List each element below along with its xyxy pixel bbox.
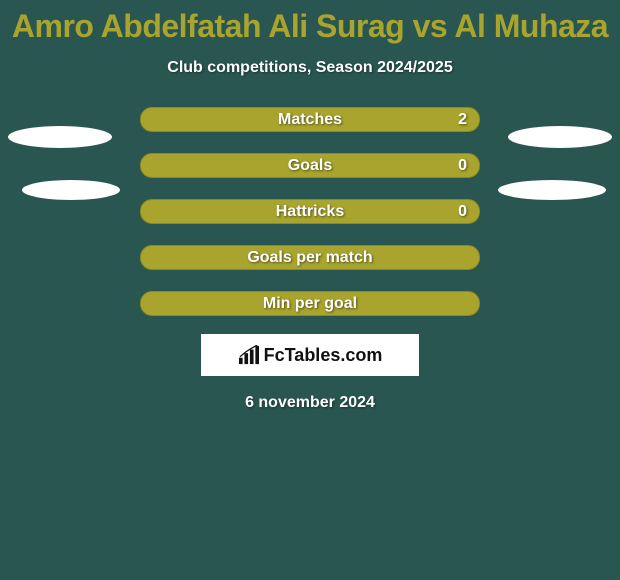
- stat-bar-goals: Goals 0: [140, 153, 480, 178]
- stat-label: Goals: [288, 157, 332, 175]
- brand-text: FcTables.com: [264, 345, 383, 366]
- stat-label: Goals per match: [247, 249, 372, 267]
- stat-value: 2: [458, 111, 467, 129]
- stat-label: Matches: [278, 111, 342, 129]
- stat-bar-hattricks: Hattricks 0: [140, 199, 480, 224]
- stat-bar-matches: Matches 2: [140, 107, 480, 132]
- subtitle: Club competitions, Season 2024/2025: [0, 59, 620, 77]
- stat-value: 0: [458, 157, 467, 175]
- bars-icon: [238, 345, 260, 365]
- page-title: Amro Abdelfatah Ali Surag vs Al Muhaza: [0, 0, 620, 45]
- stat-bar-min-per-goal: Min per goal: [140, 291, 480, 316]
- stat-bar-goals-per-match: Goals per match: [140, 245, 480, 270]
- footer-date: 6 november 2024: [0, 394, 620, 412]
- stats-list: Matches 2 Goals 0 Hattricks 0 Goals per …: [0, 107, 620, 316]
- stat-label: Min per goal: [263, 295, 357, 313]
- brand-box: FcTables.com: [201, 334, 419, 376]
- stat-value: 0: [458, 203, 467, 221]
- stat-label: Hattricks: [276, 203, 344, 221]
